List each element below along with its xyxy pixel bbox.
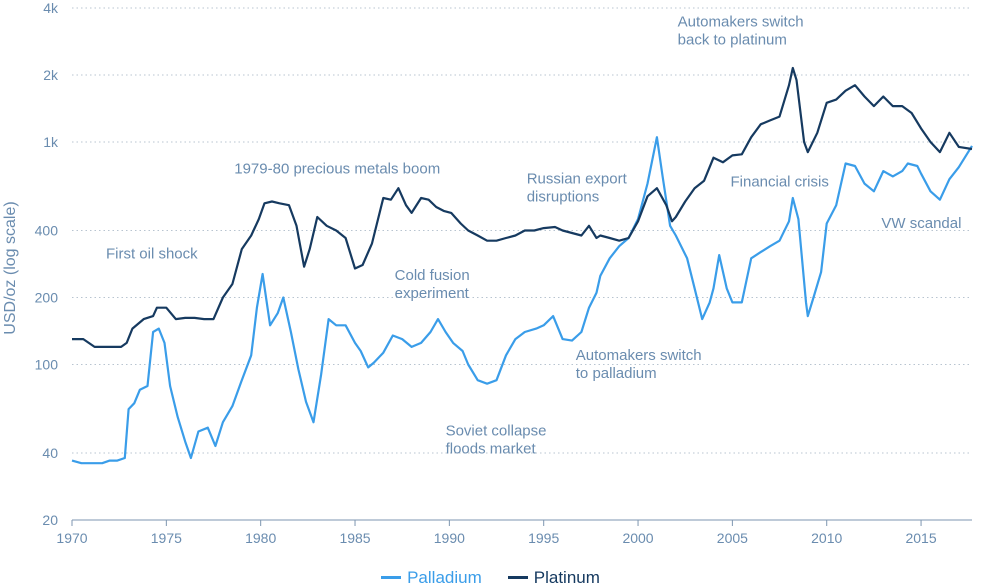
annotation: 1979-80 precious metals boom	[234, 161, 440, 178]
annotation: Financial crisis	[730, 174, 828, 191]
annotation: First oil shock	[106, 245, 198, 262]
series-line-platinum	[72, 66, 973, 348]
platinum-swatch	[507, 576, 528, 579]
legend-item-palladium[interactable]: Palladium	[381, 568, 482, 588]
legend-label-palladium: Palladium	[407, 567, 482, 587]
annotation: Cold fusion experiment	[395, 267, 470, 302]
y-tick-label: 2k	[43, 67, 59, 83]
y-axis-ticks: 20 40 100 200 400 1k 2k 4k	[35, 0, 59, 528]
annotation: Automakers switch back to platinum	[678, 14, 804, 49]
annotation: Soviet collapse floods market	[446, 422, 547, 457]
y-tick-label: 20	[42, 512, 58, 528]
x-tick-label: 1980	[245, 530, 276, 546]
y-tick-label: 200	[35, 289, 59, 305]
annotation: Russian export disruptions	[527, 171, 628, 206]
palladium-swatch	[381, 576, 402, 579]
y-axis-label: USD/oz (log scale)	[2, 201, 19, 334]
annotation: Automakers switch to palladium	[576, 347, 702, 382]
annotation: VW scandal	[881, 215, 961, 232]
x-tick-label: 2010	[811, 530, 842, 546]
y-tick-label: 400	[35, 223, 59, 239]
x-tick-label: 1975	[151, 530, 182, 546]
x-tick-label: 1970	[56, 530, 87, 546]
series-line-palladium	[71, 136, 973, 465]
y-tick-label: 100	[35, 356, 59, 372]
x-tick-label: 1990	[434, 530, 465, 546]
x-tick-label: 2000	[622, 530, 653, 546]
legend-label-platinum: Platinum	[533, 567, 600, 587]
series-lines	[71, 66, 973, 465]
annotations: First oil shock 1979-80 precious metals b…	[106, 14, 962, 458]
legend-item-platinum[interactable]: Platinum	[507, 567, 600, 588]
x-tick-label: 1995	[528, 530, 559, 546]
y-tick-label: 1k	[43, 134, 59, 150]
y-tick-label: 4k	[43, 0, 59, 16]
x-tick-label: 2015	[905, 530, 936, 546]
x-axis-ticks: 1970 1975 1980 1985 1990 1995 2000 2005 2010 2015	[56, 519, 972, 546]
x-tick-label: 2005	[717, 530, 748, 546]
x-tick-label: 1985	[339, 530, 370, 546]
legend: Palladium Platinum	[0, 568, 981, 587]
y-tick-label: 40	[42, 445, 58, 461]
